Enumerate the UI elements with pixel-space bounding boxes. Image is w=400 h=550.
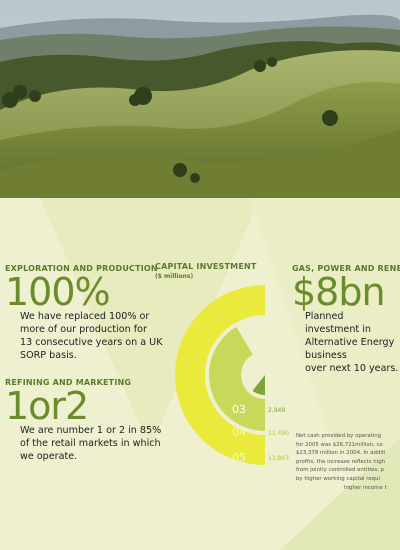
value-label-04: 11,490 [268,430,289,437]
exploration-figure: 100% [5,270,111,314]
gas-heading: GAS, POWER AND RENEWABLES [292,264,400,273]
value-label-03: 2,949 [268,407,285,414]
value-label-05: 13,863 [268,455,289,462]
gas-figure: $8bn [292,270,386,314]
ring-segment-03 [252,375,265,395]
cash-flow-note: Net cash provided by operating for 2005 … [296,433,387,491]
refining-figure: 1or2 [5,384,89,428]
exploration-heading: EXPLORATION AND PRODUCTION [5,264,158,273]
landscape-photo [0,0,400,198]
year-label-03: 03 [232,403,246,416]
exploration-text: We have replaced 100% or more of our pro… [20,311,163,361]
ring-segment-05 [175,285,265,465]
year-label-04: 04 [232,426,246,439]
refining-heading: REFINING AND MARKETING [5,378,132,387]
background-shapes [40,198,400,550]
refining-text: We are number 1 or 2 in 85% of the retai… [20,425,162,462]
capital-investment-chart: 03 2,949 04 11,490 05 13,863 [175,285,289,465]
ring-segment-04 [209,326,265,431]
gas-text: Planned investment in Alternative Energy… [305,311,399,374]
year-label-05: 05 [232,451,246,464]
capital-heading: CAPITAL INVESTMENT [155,262,257,271]
capital-subheading: ($ millions) [155,273,194,280]
